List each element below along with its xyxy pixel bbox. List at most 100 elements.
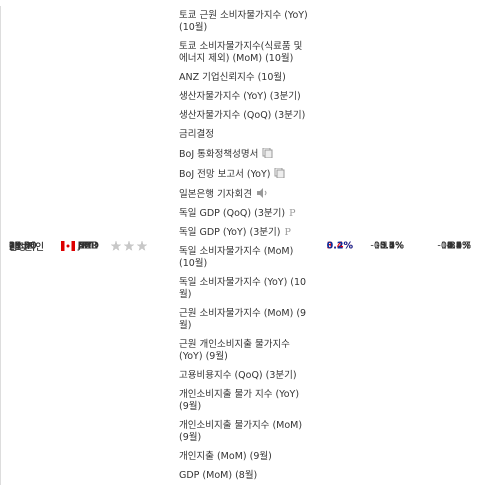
time: 17:00	[9, 240, 37, 251]
forecast: -0.2%	[376, 240, 404, 251]
time: 21:30	[9, 240, 37, 251]
time: 21:30	[9, 240, 37, 251]
time: 21 분	[9, 241, 33, 253]
currency: NZD	[78, 240, 99, 251]
event-row: 21:30 CAD GDP (MoM) (8월) 0.1% 0.1%	[1, 240, 500, 485]
currency: CAD	[78, 240, 99, 251]
time: 11:30	[9, 240, 37, 251]
event-text: 일본은행 기자회견	[179, 189, 252, 200]
currency: EUR	[78, 240, 98, 251]
time: 08:30	[9, 240, 37, 251]
previous: 0.1%	[446, 240, 471, 251]
actual: 0.2%	[326, 240, 353, 251]
forecast: 1.2%	[379, 240, 404, 251]
event-row: 09:00 NZD ANZ 기업신뢰지수 (10월) -36.7	[1, 68, 500, 251]
event-name: 독일 GDP (QoQ) (3분기) P	[179, 204, 311, 223]
currency: AUD	[78, 240, 99, 251]
document-icon	[274, 167, 285, 179]
forecast: 5.2%	[379, 240, 404, 251]
currency: JPY	[78, 240, 93, 251]
event-row: 21:30 USD 근원 개인소비지출 물가지수 (YoY) (9월) 5.2% 4.9…	[1, 240, 500, 366]
event-name: 고용비용지수 (QoQ) (3분기)	[179, 366, 311, 385]
event-text: 독일 GDP (QoQ) (3분기)	[179, 208, 286, 219]
event-name: 일본은행 기자회견	[179, 184, 311, 204]
event-text: 독일 소비자물가지수 (MoM) (10월)	[179, 246, 294, 269]
event-name: ANZ 기업신뢰지수 (10월)	[179, 68, 311, 87]
event-row: 08:30 JPY 토쿄 근원 소비자물가지수 (YoY) (10월) 3.4% 3.1…	[1, 6, 500, 251]
event-row: 잠정적인 JPY BoJ 전망 보고서 (YoY)	[1, 164, 500, 253]
previous: 0.6%	[446, 240, 471, 251]
currency: JPY	[78, 240, 93, 251]
time: 21 분	[9, 241, 33, 253]
currency: EUR	[78, 240, 98, 251]
event-name: GDP (MoM) (8월)	[179, 466, 311, 485]
forecast: 0.7%	[379, 240, 404, 251]
forecast: -0.10%	[370, 240, 404, 251]
event-name: 개인소비지출 물가지수 (MoM) (9월)	[179, 416, 311, 447]
currency: USD	[78, 240, 99, 251]
previous: 10.0%	[440, 240, 471, 251]
time: 21:30	[9, 240, 37, 251]
time: 잠정적인	[9, 241, 44, 253]
event-name: 근원 소비자물가지수 (MoM) (9월)	[179, 304, 311, 335]
event-text: 개인소비지출 물가 지수 (YoY) (9월)	[179, 389, 300, 412]
time: 21:30	[9, 240, 37, 251]
event-row: 17:00 EUR 독일 GDP (QoQ) (3분기) P -0.2% 0.1%	[1, 204, 500, 251]
event-name: 금리결정	[179, 125, 311, 144]
event-text: ANZ 기업신뢰지수 (10월)	[179, 72, 286, 83]
event-row: 17:00 EUR 독일 GDP (YoY) (3분기) P 0.7% 1.8%	[1, 223, 500, 251]
event-text: 근원 소비자물가지수 (MoM) (9월)	[179, 308, 307, 331]
event-name: 생산자물가지수 (QoQ) (3분기)	[179, 106, 311, 125]
previous: 0.3%	[446, 240, 471, 251]
previous: 1.9%	[446, 240, 471, 251]
event-row: 08:30 JPY 토쿄 소비자물가지수(식료품 및 에너지 제외) (MoM) (…	[1, 37, 500, 251]
currency: JPY	[78, 240, 93, 251]
time: 21:30	[9, 240, 37, 251]
previous: 5.6%	[446, 240, 471, 251]
currency: AUD	[78, 240, 99, 251]
event-text: 생산자물가지수 (QoQ) (3분기)	[179, 110, 306, 121]
time: 21:00	[9, 240, 37, 251]
previous: 0.3%	[446, 240, 471, 251]
event-text: 개인소비지출 물가지수 (MoM) (9월)	[179, 420, 303, 443]
previous: 2.8%	[446, 240, 471, 251]
currency: USD	[78, 240, 99, 251]
previous: 0.1%	[446, 240, 471, 251]
event-name: 개인소비지출 물가 지수 (YoY) (9월)	[179, 385, 311, 416]
previous: 6.2%	[446, 240, 471, 251]
event-text: 근원 개인소비지출 물가지수 (YoY) (9월)	[179, 339, 290, 362]
event-row: 잠정적인 JPY 일본은행 기자회견	[1, 184, 500, 253]
calendar-table: 08:30 JPY 토쿄 근원 소비자물가지수 (YoY) (10월) 3.4% 3.1…	[0, 6, 500, 485]
event-name: 개인지출 (MoM) (9월)	[179, 447, 311, 466]
speaker-icon	[256, 188, 267, 198]
event-row: 21:30 USD 개인소비지출 물가 지수 (YoY) (9월) 6.2%	[1, 240, 500, 416]
previous: -0.10%	[437, 240, 471, 251]
event-row: 21:30 USD 개인지출 (MoM) (9월) 0.4% 0.4%	[1, 240, 500, 466]
document-icon	[262, 147, 273, 159]
forecast: 0.6%	[379, 240, 404, 251]
preliminary-marker: P	[284, 227, 291, 238]
event-text: 독일 소비자물가지수 (YoY) (10월)	[179, 277, 307, 300]
event-name: BoJ 전망 보고서 (YoY)	[179, 164, 311, 184]
event-row: 11:30 JPY 금리결정 -0.10% -0.10%	[1, 125, 500, 251]
previous: 1.8%	[446, 240, 471, 251]
forecast: 0.5%	[379, 240, 404, 251]
event-text: GDP (MoM) (8월)	[179, 470, 258, 481]
event-text: 토쿄 근원 소비자물가지수 (YoY) (10월)	[179, 10, 308, 33]
event-name: 독일 소비자물가지수 (YoY) (10월)	[179, 273, 311, 304]
time: 21:00	[9, 240, 37, 251]
event-name: 토쿄 소비자물가지수(식료품 및 에너지 제외) (MoM) (10월)	[179, 37, 311, 68]
time: 잠정적인	[9, 241, 44, 253]
previous: -36.7	[446, 240, 471, 251]
time: 09:00	[9, 240, 37, 251]
previous: 1.3%	[446, 240, 471, 251]
flag	[61, 240, 75, 251]
event-row: 21:00 EUR 독일 소비자물가지수 (YoY) (10월) 10.1% 10.0%	[1, 240, 500, 304]
event-text: 토쿄 소비자물가지수(식료품 및 에너지 제외) (MoM) (10월)	[179, 41, 303, 64]
event-row: 21:00 EUR 독일 소비자물가지수 (MoM) (10월) 0.6% 1.9%	[1, 240, 500, 273]
currency: USD	[78, 240, 99, 251]
currency: USD	[78, 240, 99, 251]
event-name: 독일 소비자물가지수 (MoM) (10월)	[179, 242, 311, 273]
currency: USD	[78, 240, 99, 251]
